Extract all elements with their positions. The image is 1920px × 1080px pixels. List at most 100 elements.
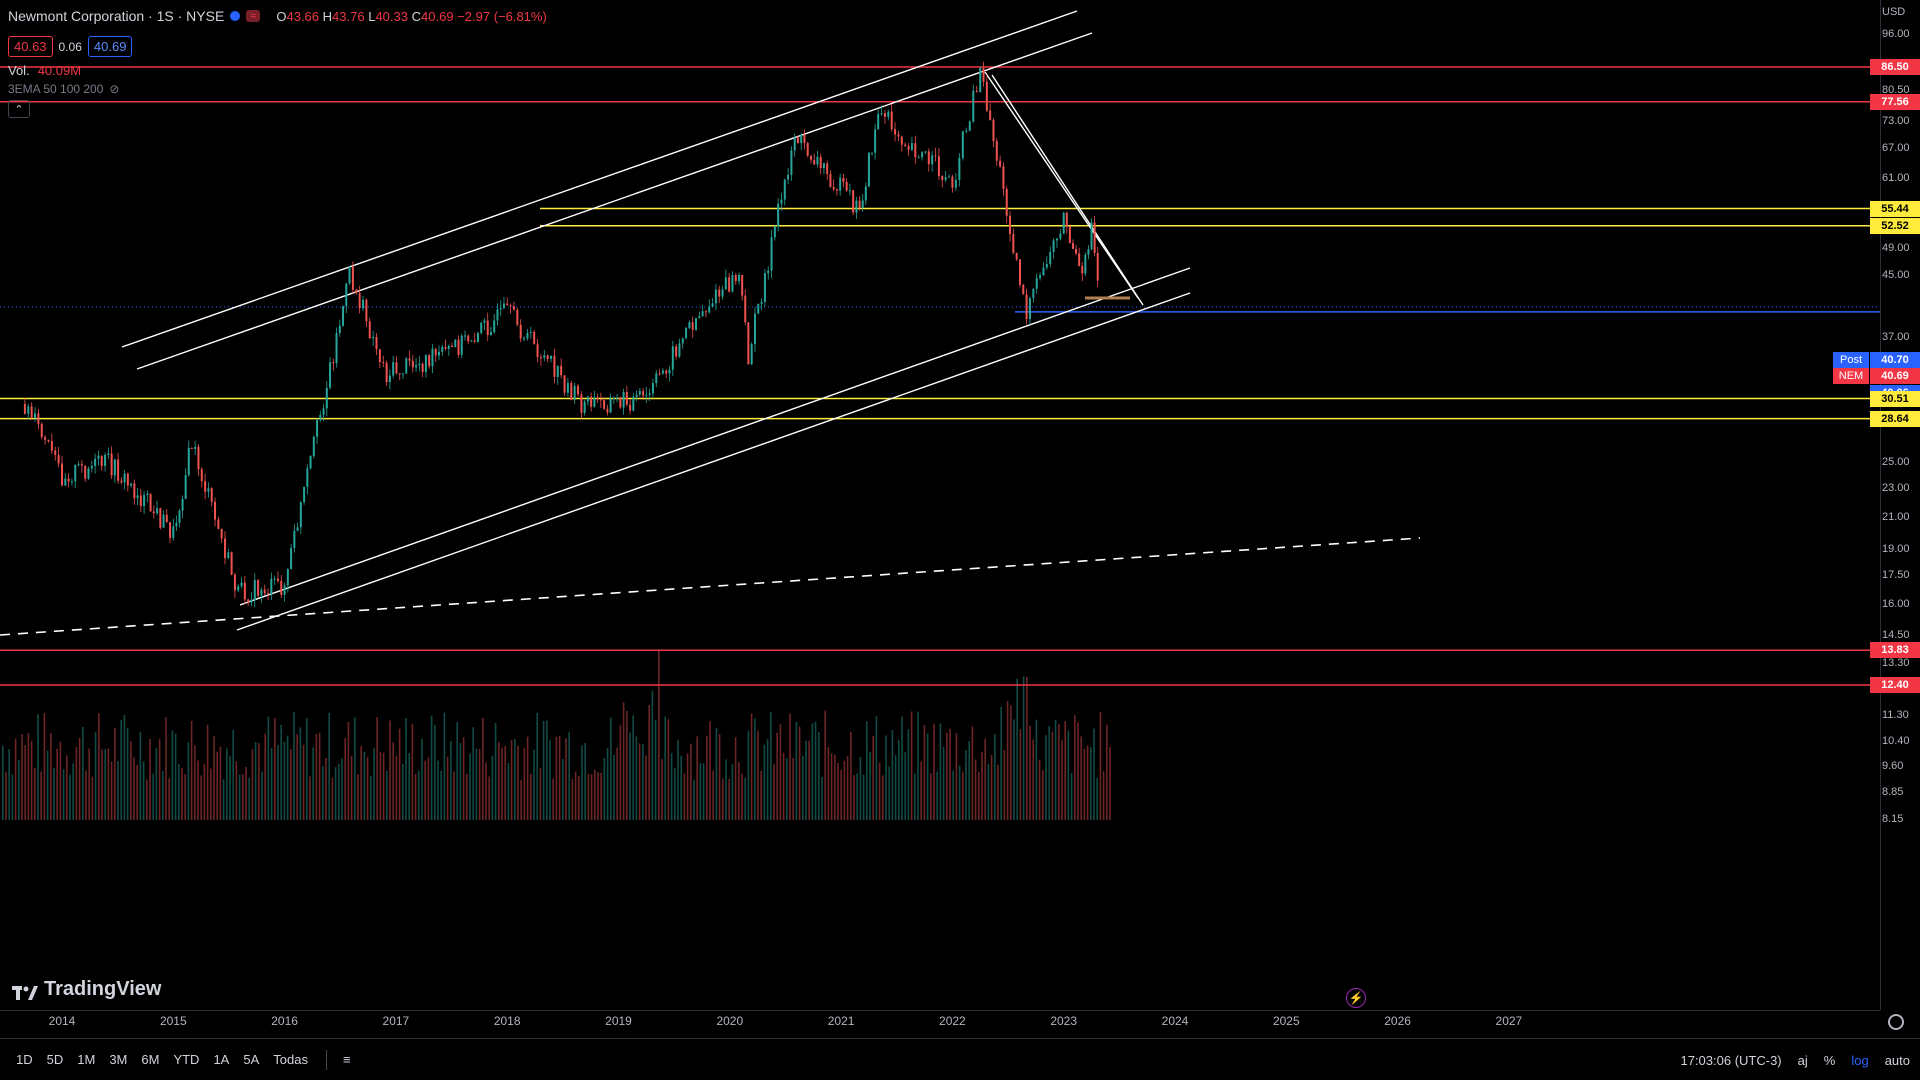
timeframe-button-1d[interactable]: 1D bbox=[16, 1052, 33, 1067]
bolt-icon[interactable]: ⚡ bbox=[1346, 988, 1366, 1008]
price-level-label[interactable]: 55.44 bbox=[1870, 200, 1920, 217]
candle-body bbox=[721, 289, 724, 297]
timeframe-button-1a[interactable]: 1A bbox=[213, 1052, 230, 1067]
year-tick-label: 2020 bbox=[716, 1014, 744, 1028]
volume-bar bbox=[242, 774, 244, 820]
candle-body bbox=[113, 459, 116, 476]
volume-bar bbox=[1022, 676, 1025, 820]
timeframe-button-1m[interactable]: 1M bbox=[77, 1052, 96, 1067]
price-level-label[interactable]: 86.50 bbox=[1870, 59, 1920, 75]
calendar-range-icon[interactable]: ≡ bbox=[342, 1052, 351, 1067]
timeframe-button-5d[interactable]: 5D bbox=[46, 1052, 64, 1067]
price-level-label[interactable]: 52.52 bbox=[1870, 217, 1920, 234]
volume-bar bbox=[203, 763, 206, 820]
price-level-label[interactable]: 77.56 bbox=[1870, 93, 1920, 110]
volume-bar bbox=[226, 748, 228, 820]
candle-body bbox=[1055, 238, 1058, 241]
candle-body bbox=[483, 320, 486, 323]
volume-bar bbox=[1045, 735, 1047, 820]
volume-bar bbox=[325, 757, 327, 820]
adj-toggle[interactable]: aj bbox=[1797, 1052, 1808, 1068]
candle-body bbox=[286, 569, 289, 586]
buy-button[interactable]: 40.69 bbox=[87, 36, 133, 57]
timeframe-button-todas[interactable]: Todas bbox=[273, 1052, 308, 1067]
volume-bar bbox=[712, 770, 714, 820]
volume-bar bbox=[520, 779, 522, 820]
candle-body bbox=[741, 274, 744, 296]
candle-body bbox=[181, 498, 184, 511]
price-axis[interactable] bbox=[1880, 0, 1920, 1010]
volume-bar bbox=[152, 773, 154, 820]
candle-body bbox=[296, 527, 299, 531]
volume-bar bbox=[395, 755, 398, 820]
price-level-label[interactable]: 28.64 bbox=[1870, 410, 1920, 427]
candle-body bbox=[190, 447, 193, 449]
candle-body bbox=[418, 363, 421, 366]
candle-body bbox=[1065, 212, 1068, 227]
volume-bar bbox=[1090, 747, 1092, 820]
volume-bar bbox=[677, 739, 679, 820]
price-level-label[interactable]: 12.40 bbox=[1870, 677, 1920, 693]
eye-off-icon[interactable]: ⊘ bbox=[109, 82, 120, 96]
price-level-label[interactable]: 40.69 bbox=[1870, 368, 1920, 384]
volume-bar bbox=[338, 763, 340, 820]
market-badge: ≈ bbox=[246, 10, 261, 22]
timeframe-button-ytd[interactable]: YTD bbox=[173, 1052, 200, 1067]
candle-body bbox=[661, 370, 664, 374]
currency-label[interactable]: USD bbox=[1882, 6, 1906, 18]
timeframe-button-6m[interactable]: 6M bbox=[141, 1052, 160, 1067]
candle-body bbox=[1009, 215, 1012, 235]
auto-toggle[interactable]: auto bbox=[1884, 1052, 1910, 1068]
time-axis[interactable] bbox=[0, 1010, 1880, 1032]
candle-body bbox=[995, 141, 998, 161]
candle-body bbox=[152, 511, 155, 514]
candle-body bbox=[638, 391, 641, 395]
candle-body bbox=[861, 200, 864, 208]
volume-bar bbox=[238, 774, 241, 820]
candle-body bbox=[606, 408, 609, 413]
gear-icon[interactable] bbox=[1888, 1014, 1904, 1030]
volume-bar bbox=[27, 732, 30, 820]
market-status-icon[interactable] bbox=[230, 11, 241, 21]
price-level-label[interactable]: 40.70 bbox=[1870, 352, 1920, 368]
volume-bar bbox=[382, 752, 385, 820]
volume-bar bbox=[514, 738, 516, 820]
price-tick-label: 16.00 bbox=[1882, 597, 1910, 610]
volume-bar bbox=[456, 722, 458, 820]
log-toggle[interactable]: log bbox=[1851, 1052, 1869, 1068]
timeframe-button-5a[interactable]: 5A bbox=[243, 1052, 260, 1067]
volume-legend[interactable]: Vol. 40.09M bbox=[8, 63, 82, 78]
price-level-label[interactable]: 30.51 bbox=[1870, 390, 1920, 407]
candle-body bbox=[750, 344, 753, 365]
volume-bar bbox=[606, 747, 609, 820]
candle-body bbox=[648, 393, 651, 395]
volume-bar bbox=[302, 744, 305, 820]
timeframe-button-3m[interactable]: 3M bbox=[109, 1052, 128, 1067]
candle-body bbox=[463, 335, 466, 337]
sell-button[interactable]: 40.63 bbox=[8, 36, 53, 57]
candle-body bbox=[136, 495, 139, 499]
volume-bar bbox=[274, 717, 276, 820]
clock-time[interactable]: 17:03:06 (UTC-3) bbox=[1680, 1052, 1782, 1068]
volume-bar bbox=[117, 761, 119, 820]
volume-bar bbox=[139, 731, 142, 820]
candle-body bbox=[139, 495, 142, 506]
volume-bar bbox=[613, 754, 615, 820]
candle-body bbox=[54, 450, 57, 455]
volume-bar bbox=[546, 720, 548, 820]
volume-bar bbox=[30, 740, 33, 820]
collapse-legend-button[interactable]: ⌃ bbox=[8, 100, 30, 118]
volume-bar bbox=[1035, 719, 1038, 820]
price-chart[interactable] bbox=[0, 0, 1920, 1010]
volume-bar bbox=[664, 716, 666, 820]
price-level-label[interactable]: 13.83 bbox=[1870, 642, 1920, 659]
ema-legend[interactable]: 3EMA 50 100 200 ⊘ bbox=[8, 82, 120, 96]
candle-body bbox=[434, 348, 437, 356]
volume-bar bbox=[853, 775, 855, 820]
volume-bar bbox=[834, 754, 836, 820]
volume-bar bbox=[709, 721, 711, 820]
price-tick-label: 67.00 bbox=[1882, 142, 1910, 155]
symbol-title[interactable]: Newmont Corporation · 1S · NYSE bbox=[8, 8, 225, 24]
percent-toggle[interactable]: % bbox=[1823, 1052, 1836, 1068]
year-tick-label: 2016 bbox=[271, 1014, 298, 1028]
